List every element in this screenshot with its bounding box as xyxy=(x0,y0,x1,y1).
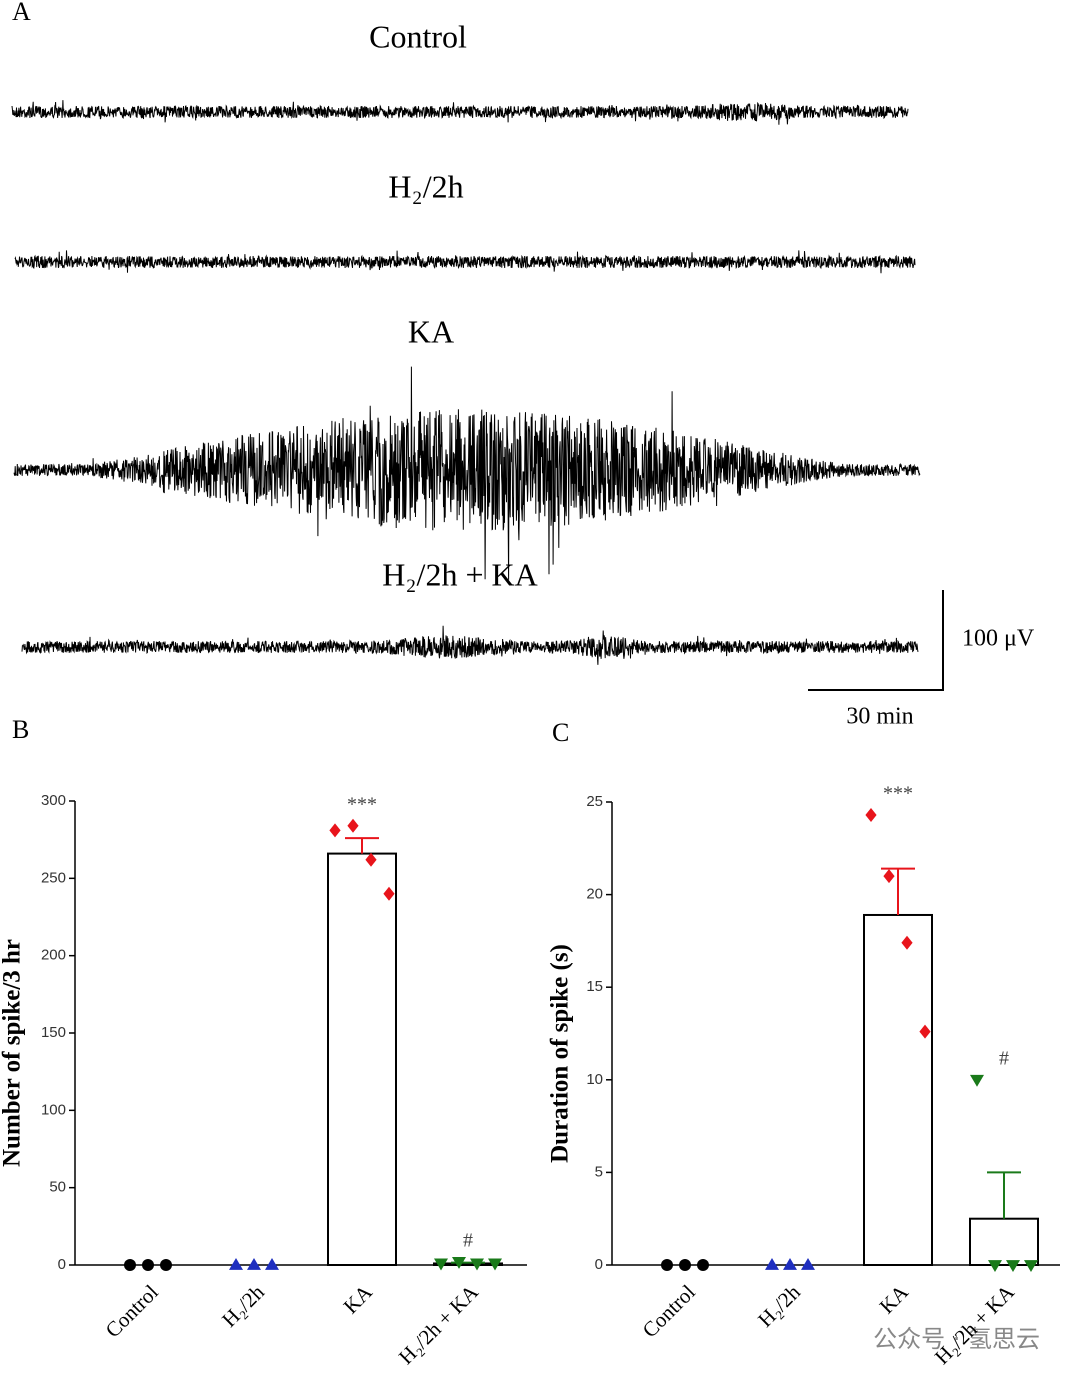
bar xyxy=(969,1217,1039,1266)
bar xyxy=(327,852,397,1266)
data-point xyxy=(801,1258,815,1270)
y-axis-label: Duration of spike (s) xyxy=(547,944,574,1163)
data-point xyxy=(783,1258,797,1270)
y-tick-label: 250 xyxy=(41,869,66,886)
data-point xyxy=(142,1259,154,1271)
eeg-trace xyxy=(11,100,909,125)
data-point xyxy=(329,823,341,838)
trace-title: H₂/2h xyxy=(388,168,463,204)
y-tick-label: 50 xyxy=(49,1179,66,1196)
data-point xyxy=(679,1259,691,1271)
data-point xyxy=(1024,1260,1038,1272)
y-tick-label: 150 xyxy=(41,1024,66,1041)
data-point xyxy=(919,1024,931,1039)
eeg-trace xyxy=(13,366,921,580)
data-point xyxy=(365,852,377,867)
watermark: 公众号 · 氢思云 xyxy=(873,1325,1040,1353)
y-tick-label: 25 xyxy=(586,793,603,810)
scale-label: 100 μV xyxy=(962,626,1035,652)
y-tick-label: 15 xyxy=(586,978,603,995)
data-point xyxy=(160,1259,172,1271)
annotation: *** xyxy=(347,793,377,815)
data-point xyxy=(865,807,877,822)
data-point xyxy=(883,869,895,884)
x-tick-label: H₂/2h + KA xyxy=(394,1279,484,1369)
data-point xyxy=(265,1258,279,1270)
x-tick-label: Control xyxy=(638,1280,700,1342)
data-point xyxy=(1006,1260,1020,1272)
trace-title: Control xyxy=(369,18,467,54)
y-tick-label: 0 xyxy=(595,1256,603,1273)
x-tick-label: H₂/2h xyxy=(217,1280,269,1332)
x-tick-label: KA xyxy=(875,1279,914,1318)
x-tick-label: H₂/2h xyxy=(753,1280,805,1332)
data-point xyxy=(765,1258,779,1270)
y-tick-label: 200 xyxy=(41,947,66,964)
bar xyxy=(863,913,933,1266)
panel-label: A xyxy=(12,0,31,26)
data-point xyxy=(229,1258,243,1270)
data-point xyxy=(488,1258,502,1271)
eeg-trace xyxy=(14,250,916,274)
data-point xyxy=(901,935,913,950)
x-tick-label: KA xyxy=(339,1279,378,1318)
data-point xyxy=(697,1259,709,1271)
trace-title: H₂/2h + KA xyxy=(382,556,537,592)
x-tick-label: Control xyxy=(101,1280,163,1342)
eeg-trace xyxy=(21,625,919,665)
annotation: # xyxy=(463,1230,473,1252)
data-point xyxy=(347,818,359,833)
panel-label: C xyxy=(552,718,569,747)
data-point xyxy=(970,1074,984,1087)
y-tick-label: 20 xyxy=(586,886,603,903)
data-point xyxy=(988,1260,1002,1272)
annotation: # xyxy=(999,1047,1009,1069)
data-point xyxy=(434,1258,448,1271)
data-point xyxy=(124,1259,136,1271)
annotation: *** xyxy=(883,783,913,805)
panel-label: B xyxy=(12,715,29,744)
y-tick-label: 300 xyxy=(41,792,66,809)
data-point xyxy=(470,1258,484,1271)
data-point xyxy=(247,1258,261,1270)
y-tick-label: 10 xyxy=(586,1071,603,1088)
y-tick-label: 100 xyxy=(41,1101,66,1118)
scale-label: 30 min xyxy=(846,704,913,730)
y-tick-label: 0 xyxy=(58,1256,66,1273)
trace-title: KA xyxy=(408,313,454,349)
data-point xyxy=(452,1257,466,1269)
data-point xyxy=(383,886,395,901)
y-tick-label: 5 xyxy=(595,1163,603,1180)
data-point xyxy=(661,1259,673,1271)
y-axis-label: Number of spike/3 hr xyxy=(0,939,26,1167)
